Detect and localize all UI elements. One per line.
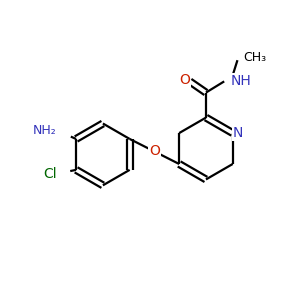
Text: CH₃: CH₃ — [243, 51, 266, 64]
Text: NH₂: NH₂ — [33, 124, 57, 136]
Text: N: N — [233, 126, 243, 140]
Text: O: O — [149, 145, 160, 158]
Text: Cl: Cl — [44, 167, 57, 181]
Text: O: O — [179, 73, 190, 87]
Text: NH: NH — [231, 74, 251, 88]
